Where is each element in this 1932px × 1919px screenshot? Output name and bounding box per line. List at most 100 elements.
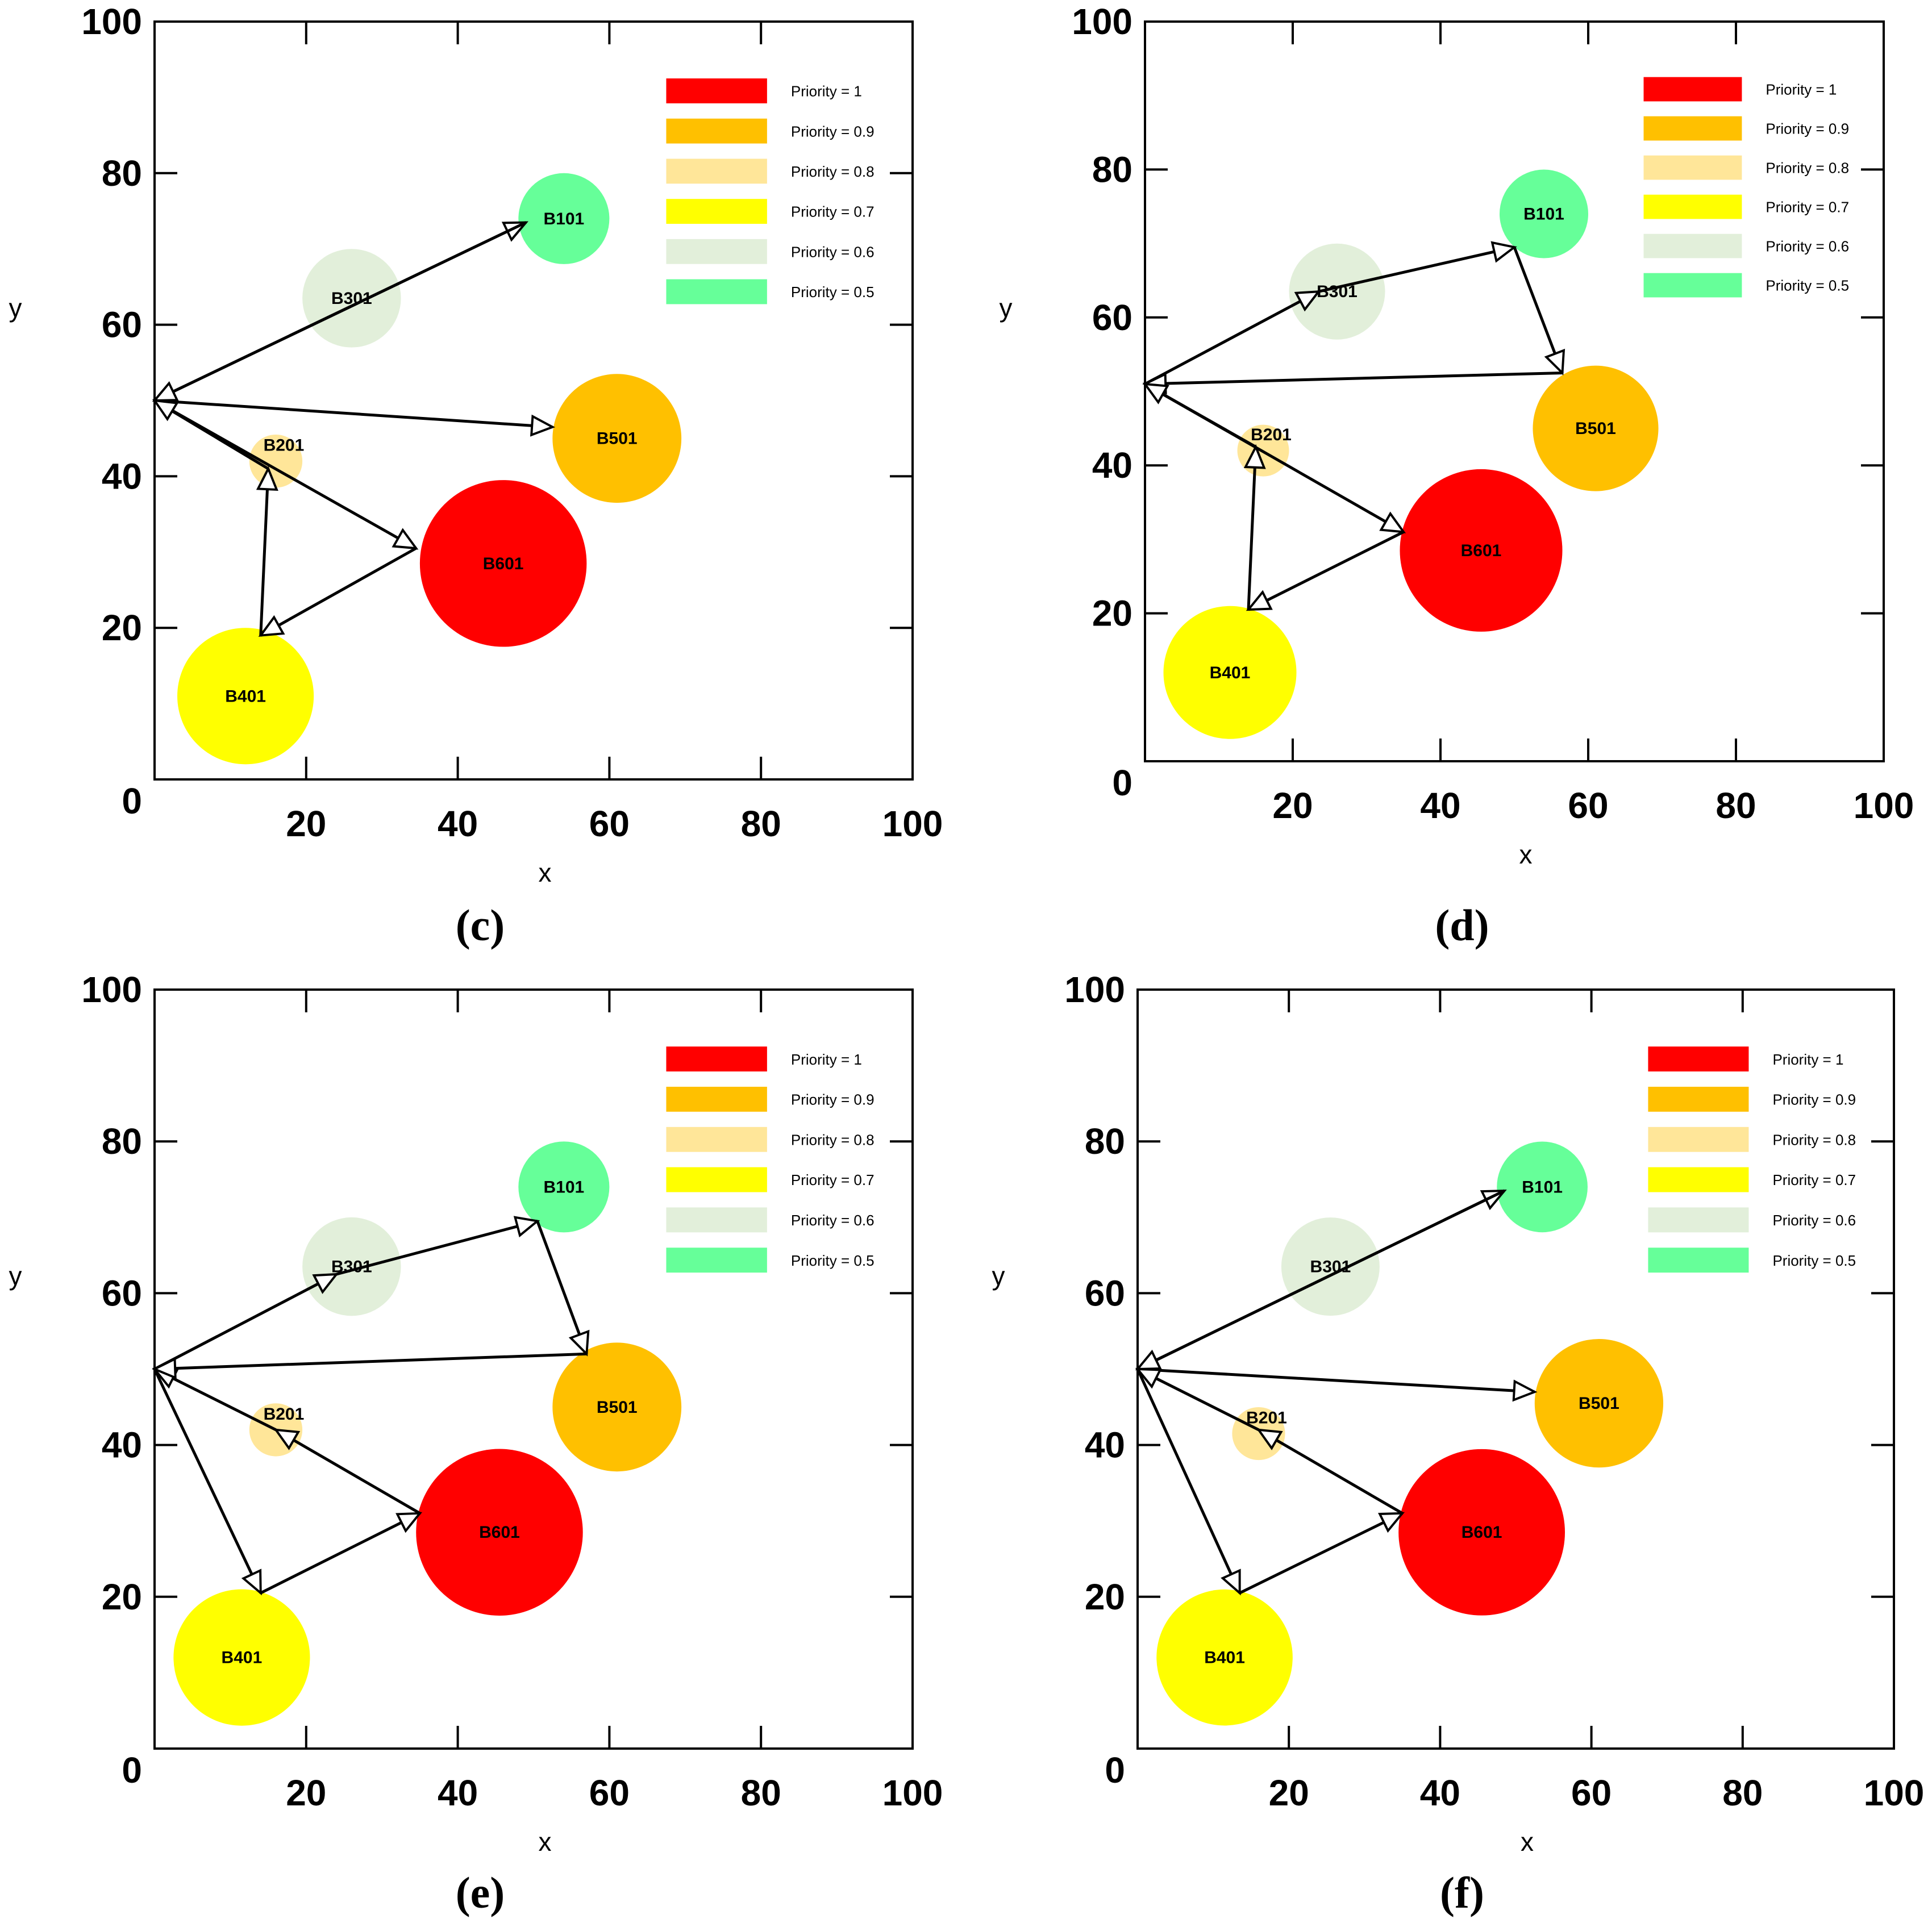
node-label: B201 xyxy=(1246,1409,1287,1428)
panel-caption: (f) xyxy=(1440,1868,1484,1917)
y-tick-label: 60 xyxy=(102,1273,142,1313)
node-label: B101 xyxy=(544,210,585,228)
y-axis-label: y xyxy=(9,1261,22,1291)
legend-swatch xyxy=(1643,194,1742,219)
chart-panel: 20 40 60 80 100 0 20 40 60 80 100 x y Priority = 1 Pri… xyxy=(992,969,1925,1917)
legend-label: Priority = 0.9 xyxy=(1766,120,1849,137)
node-circle xyxy=(1400,469,1563,632)
route-arrow xyxy=(258,547,417,637)
route-arrow xyxy=(1318,241,1517,293)
x-axis-label: x xyxy=(1521,1827,1534,1857)
legend-swatch xyxy=(1648,1087,1749,1112)
node-label: B601 xyxy=(483,554,524,573)
legend-label: Priority = 0.8 xyxy=(791,163,875,180)
y-axis-label: y xyxy=(992,1261,1005,1291)
route-arrow xyxy=(1144,290,1321,386)
route-arrow xyxy=(152,1367,277,1432)
x-tick-label: 60 xyxy=(1568,785,1608,826)
panel-caption: (d) xyxy=(1435,900,1489,950)
y-tick-label: 20 xyxy=(102,607,142,648)
x-tick-label: 80 xyxy=(1716,785,1756,826)
route-arrow xyxy=(1135,1189,1505,1371)
legend-label: Priority = 0.7 xyxy=(1772,1171,1856,1188)
y-tick-label: 100 xyxy=(81,969,142,1010)
y-tick-label: 80 xyxy=(1092,149,1132,190)
legend-swatch xyxy=(1643,273,1742,298)
legend-swatch xyxy=(666,158,767,184)
legend-label: Priority = 0.7 xyxy=(791,203,875,220)
y-tick-label: 20 xyxy=(102,1576,142,1617)
node-circle xyxy=(416,1449,583,1616)
route-arrow xyxy=(1239,1512,1405,1595)
legend-swatch xyxy=(666,1167,767,1192)
node-label: B401 xyxy=(1204,1649,1245,1667)
node-circle xyxy=(518,173,610,264)
panel-caption: (e) xyxy=(456,1868,505,1917)
route-arrow xyxy=(1142,382,1257,448)
route-arrow xyxy=(152,1352,587,1380)
route-arrow xyxy=(1246,531,1405,611)
route-arrow xyxy=(1256,1428,1404,1515)
y-tick-label: 0 xyxy=(122,781,142,821)
y-tick-label: 80 xyxy=(102,1121,142,1162)
node-label: B501 xyxy=(1579,1394,1619,1413)
route-arrow xyxy=(256,466,278,636)
node-label: B301 xyxy=(1310,1258,1351,1276)
legend-label: Priority = 0.9 xyxy=(1772,1091,1856,1108)
legend-label: Priority = 0.8 xyxy=(1772,1131,1856,1148)
legend-swatch xyxy=(666,1046,767,1072)
node-circle xyxy=(1533,365,1659,491)
y-tick-label: 100 xyxy=(81,1,142,42)
node-label: B601 xyxy=(1462,1523,1502,1542)
node-label: B401 xyxy=(225,687,266,706)
x-tick-label: 40 xyxy=(1420,1772,1460,1813)
node-circle xyxy=(1156,1589,1293,1726)
y-tick-label: 100 xyxy=(1072,1,1132,42)
route-arrow xyxy=(152,399,269,470)
node-label: B601 xyxy=(1461,541,1502,560)
legend-swatch xyxy=(666,1248,767,1273)
legend-label: Priority = 0.8 xyxy=(791,1131,875,1148)
legend-label: Priority = 0.8 xyxy=(1766,159,1849,176)
node-circle xyxy=(1500,169,1588,258)
legend-swatch xyxy=(1643,77,1742,102)
x-tick-label: 20 xyxy=(286,803,326,844)
node-label: B401 xyxy=(222,1649,263,1667)
legend-label: Priority = 1 xyxy=(1772,1051,1843,1068)
node-circle xyxy=(552,374,682,503)
route-arrow xyxy=(1135,1367,1260,1432)
y-tick-label: 0 xyxy=(1105,1750,1125,1791)
x-axis-label: x xyxy=(539,858,552,887)
route-arrow xyxy=(260,1512,423,1595)
node-label: B101 xyxy=(1522,1178,1563,1196)
y-tick-label: 0 xyxy=(122,1750,142,1791)
legend-label: Priority = 0.6 xyxy=(791,243,875,260)
legend-swatch xyxy=(666,118,767,144)
y-tick-label: 60 xyxy=(1092,297,1132,338)
y-tick-label: 40 xyxy=(1085,1425,1125,1466)
y-tick-label: 60 xyxy=(102,304,142,345)
legend-swatch xyxy=(1643,233,1742,258)
node-label: B501 xyxy=(1575,419,1616,438)
legend-label: Priority = 1 xyxy=(791,1051,862,1068)
legend-label: Priority = 0.5 xyxy=(791,283,875,301)
legend-label: Priority = 0.6 xyxy=(1772,1212,1856,1229)
chart-panel: 20 40 60 80 100 0 20 40 60 80 100 x y Priority = 1 Pri… xyxy=(1000,1,1914,950)
legend-label: Priority = 0.9 xyxy=(791,1091,875,1108)
x-tick-label: 60 xyxy=(589,1772,630,1813)
route-arrow xyxy=(1137,1367,1538,1402)
node-circle xyxy=(1497,1141,1588,1233)
x-tick-label: 80 xyxy=(741,1772,781,1813)
legend-swatch xyxy=(666,199,767,224)
legend-swatch xyxy=(666,239,767,264)
node-label: B201 xyxy=(264,436,305,455)
legend-label: Priority = 0.9 xyxy=(791,123,875,140)
x-tick-label: 20 xyxy=(1272,785,1313,826)
x-axis-label: x xyxy=(539,1827,552,1857)
x-axis-label: x xyxy=(1519,840,1533,869)
legend-swatch xyxy=(1648,1127,1749,1152)
node-circle xyxy=(302,249,401,348)
legend-swatch xyxy=(1648,1207,1749,1233)
legend-label: Priority = 0.7 xyxy=(791,1171,875,1188)
route-arrow xyxy=(1136,1368,1241,1596)
